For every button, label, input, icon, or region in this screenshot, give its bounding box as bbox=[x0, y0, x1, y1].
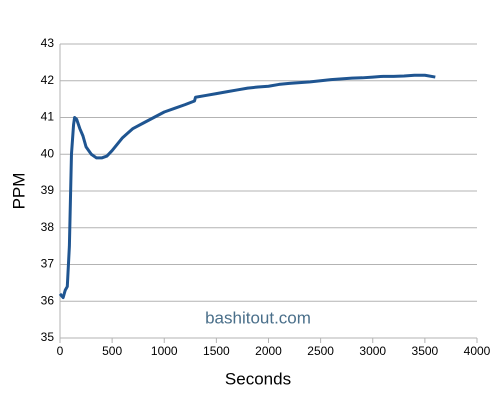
x-tick-label: 1500 bbox=[203, 344, 230, 358]
x-axis-title: Seconds bbox=[225, 369, 291, 388]
y-tick-label: 36 bbox=[41, 293, 55, 307]
x-tick-label: 1000 bbox=[151, 344, 178, 358]
y-tick-label: 40 bbox=[41, 146, 55, 160]
y-tick-label: 35 bbox=[41, 330, 55, 344]
x-tick-label: 3500 bbox=[412, 344, 439, 358]
x-tick-label: 2500 bbox=[307, 344, 334, 358]
x-tick-label: 0 bbox=[57, 344, 64, 358]
x-tick-label: 2000 bbox=[255, 344, 282, 358]
x-tick-label: 500 bbox=[102, 344, 122, 358]
y-tick-label: 39 bbox=[41, 183, 55, 197]
y-axis-title: PPM bbox=[9, 173, 28, 210]
data-line bbox=[58, 73, 436, 300]
y-tick-label: 43 bbox=[41, 36, 55, 50]
y-tick-label: 41 bbox=[41, 110, 55, 124]
y-tick-label: 42 bbox=[41, 73, 55, 87]
annotation: bashitout.com bbox=[205, 308, 311, 327]
x-tick-label: 3000 bbox=[359, 344, 386, 358]
y-tick-label: 37 bbox=[41, 257, 55, 271]
x-tick-label: 4000 bbox=[464, 344, 491, 358]
y-tick-label: 38 bbox=[41, 220, 55, 234]
